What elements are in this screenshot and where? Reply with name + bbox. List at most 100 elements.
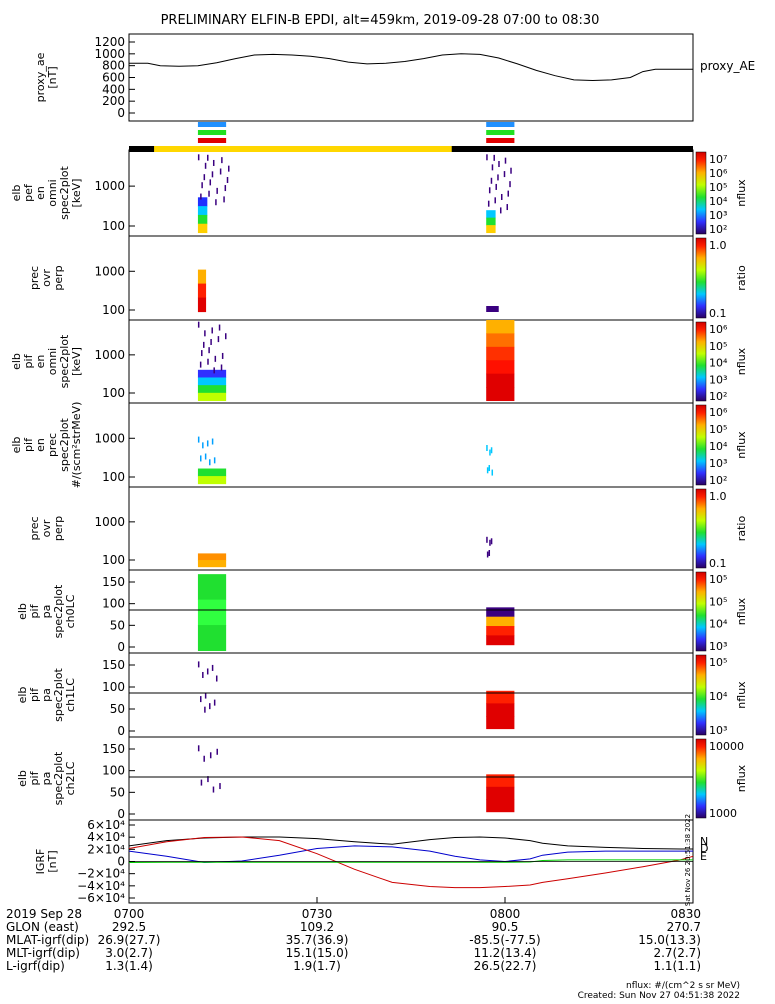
cbar-tick-pef_en-2: 10⁵ — [709, 181, 727, 194]
prec-ovr-1-mark-b — [486, 306, 499, 312]
xaxis-col-2-row-0: 0800 — [490, 907, 521, 921]
cbar-tick-pif_en_omni-4: 10² — [709, 390, 727, 403]
xaxis-col-2-row-3: 11.2(13.4) — [474, 946, 537, 960]
ytick-pif_en_prec-1: 100 — [102, 470, 125, 484]
ytick-prec_ovr_perp_2-0: 1000 — [94, 515, 125, 529]
ytick-pa_ch1-1: 100 — [102, 680, 125, 694]
prec-ovr-2-patch-a-band-1 — [197, 560, 227, 568]
pef-en-patch-a-band-2 — [197, 214, 208, 225]
cbar-tick-pa_ch0-0: 10⁵ — [709, 573, 727, 586]
ytick-igrf-4: −2×10⁴ — [77, 867, 125, 881]
pef-en-dashes-b-12 — [497, 174, 499, 181]
pef-en-dashes-a-3 — [201, 182, 203, 189]
pef-en-patch-a-band-3 — [197, 223, 208, 234]
pif-omni-patch-b-band-2 — [486, 346, 515, 361]
pif-omni-dashes-a-2 — [218, 324, 221, 331]
panel-frame-pa_ch1 — [128, 652, 694, 738]
cbar-label-prec_ovr_perp_2: ratio — [735, 516, 748, 542]
ylabel-pif_en_omni-4: spec2plot — [58, 334, 71, 388]
ytick-proxy_ae-2: 800 — [102, 59, 125, 73]
ytick-igrf-2: 2×10⁴ — [87, 842, 125, 856]
ytick-igrf-6: −6×10⁴ — [77, 891, 125, 905]
ytick-pif_en_omni-0: 1000 — [94, 348, 125, 362]
pif-prec-dashes-b-4 — [489, 449, 491, 456]
cbar-tick-pa_ch2-0: 10000 — [709, 740, 744, 753]
cbar-tick-prec_ovr_perp_2-0: 1.0 — [709, 490, 727, 503]
ylabel-pif_en_prec-4: spec2plot — [58, 418, 71, 472]
cbar-label-pif_en_prec: nflux — [735, 431, 748, 459]
pif-omni-dashes-a-1 — [208, 347, 210, 354]
ylabel-pa_ch0-0: elb — [16, 603, 29, 620]
pif-omni-dashes-a-6 — [204, 330, 206, 337]
ytick-pa_ch2-3: 0 — [117, 807, 125, 821]
igrf-east-line — [128, 845, 693, 864]
pif-omni-patch-b-band-1 — [486, 333, 515, 348]
ylabel-pa_ch2-0: elb — [16, 770, 29, 787]
igrf-legend-e: E — [700, 850, 707, 863]
ytick-prec_ovr_perp_1-0: 1000 — [94, 264, 125, 278]
cbar-tick-pa_ch0-2: 10⁴ — [709, 618, 728, 631]
pif-prec-dashes-b-2 — [490, 447, 493, 454]
pa-ch1-patch-b-band-1 — [486, 703, 515, 717]
cbar-tick-pif_en_prec-3: 10³ — [709, 457, 727, 470]
pef-en-dashes-a-11 — [200, 193, 202, 200]
ylabel-pa_ch0-4: ch0LC — [64, 594, 77, 628]
cbar-tick-pif_en_omni-2: 10⁴ — [709, 357, 728, 370]
pa-ch0-patch-b-band-3 — [486, 635, 515, 646]
pif-omni-dashes-a-15 — [213, 367, 215, 374]
pef-en-dashes-b-3 — [488, 187, 491, 194]
cbar-tick-pef_en-3: 10⁴ — [709, 195, 728, 208]
prec-ovr-1-patch-band-2 — [197, 297, 207, 313]
pa-ch1-patch-b-band-2 — [486, 716, 515, 730]
cbar-tick-prec_ovr_perp_1-1: 0.1 — [709, 307, 727, 320]
pif-omni-dashes-a-10 — [217, 336, 220, 343]
ylabel-pa_ch1-3: spec2plot — [52, 668, 65, 722]
pa-ch2-dashes-a-6 — [203, 755, 205, 762]
cbar-tick-pa_ch0-1: 10⁵ — [709, 595, 727, 608]
pef-en-dashes-b-8 — [510, 167, 512, 174]
pef-en-dashes-b-17 — [493, 154, 495, 161]
pif-prec-dashes-a-3 — [200, 455, 202, 462]
pif-omni-dashes-a-9 — [207, 358, 209, 365]
pa-ch2-dashes-a-3 — [200, 779, 203, 786]
ylabel-proxy_ae-1: [nT] — [46, 66, 59, 88]
xaxis-col-3-row-0: 0830 — [670, 907, 701, 921]
pef-en-dashes-b-6 — [491, 164, 494, 171]
pif-omni-dashes-a-14 — [203, 341, 205, 348]
cbar-tick-prec_ovr_perp_2-1: 0.1 — [709, 557, 727, 570]
pef-en-dashes-b-9 — [494, 197, 496, 204]
pa-ch2-patch-b-band-1 — [486, 786, 515, 800]
colorbar-prec_ovr_perp_1 — [695, 237, 707, 319]
ylabel-pif_en_prec-3: prec — [46, 433, 59, 457]
pif-omni-patch-b-band-4 — [486, 373, 515, 388]
ytick-proxy_ae-3: 600 — [102, 71, 125, 85]
cbar-tick-pif_en_prec-0: 10⁶ — [709, 406, 728, 419]
cbar-label-pef_en: nflux — [735, 179, 748, 207]
pa-ch0-patch-a-band-2 — [197, 625, 227, 652]
pif-omni-patch-a-band-1 — [197, 377, 227, 386]
pef-en-dashes-b-2 — [504, 157, 507, 164]
cbar-tick-pef_en-4: 10³ — [709, 209, 727, 222]
pef-en-dashes-a-7 — [216, 187, 218, 194]
pif-omni-dashes-a-11 — [199, 361, 202, 368]
ylabel-prec_ovr_perp_1-1: ovr — [40, 269, 53, 287]
pef-en-dashes-b-16 — [509, 181, 511, 188]
ylabel-pif_en_omni-3: omni — [46, 348, 59, 375]
pef-en-dashes-a-1 — [209, 179, 212, 186]
pa-ch1-dashes-a-5 — [213, 699, 216, 706]
ylabel-pif_en_prec-1: pif — [22, 437, 35, 452]
proxy-ae-line — [129, 53, 693, 82]
ylabel-pef_en-1: pef — [22, 183, 35, 202]
pef-en-dashes-a-9 — [208, 190, 210, 197]
cbar-tick-pif_en_omni-1: 10⁵ — [709, 340, 727, 353]
pef-en-dashes-a-17 — [207, 154, 209, 161]
plot-title: PRELIMINARY ELFIN-B EPDI, alt=459km, 201… — [161, 13, 600, 28]
pef-en-patch-a-band-0 — [197, 197, 208, 207]
ylabel-prec_ovr_perp_2-0: prec — [28, 516, 41, 540]
ylabel-pa_ch2-1: pif — [28, 770, 41, 785]
ylabel-pif_en_omni-1: pif — [22, 353, 35, 368]
cbar-tick-pef_en-0: 10⁷ — [709, 153, 727, 166]
pif-prec-dashes-a-0 — [197, 436, 200, 443]
ytick-pa_ch0-1: 100 — [102, 597, 125, 611]
